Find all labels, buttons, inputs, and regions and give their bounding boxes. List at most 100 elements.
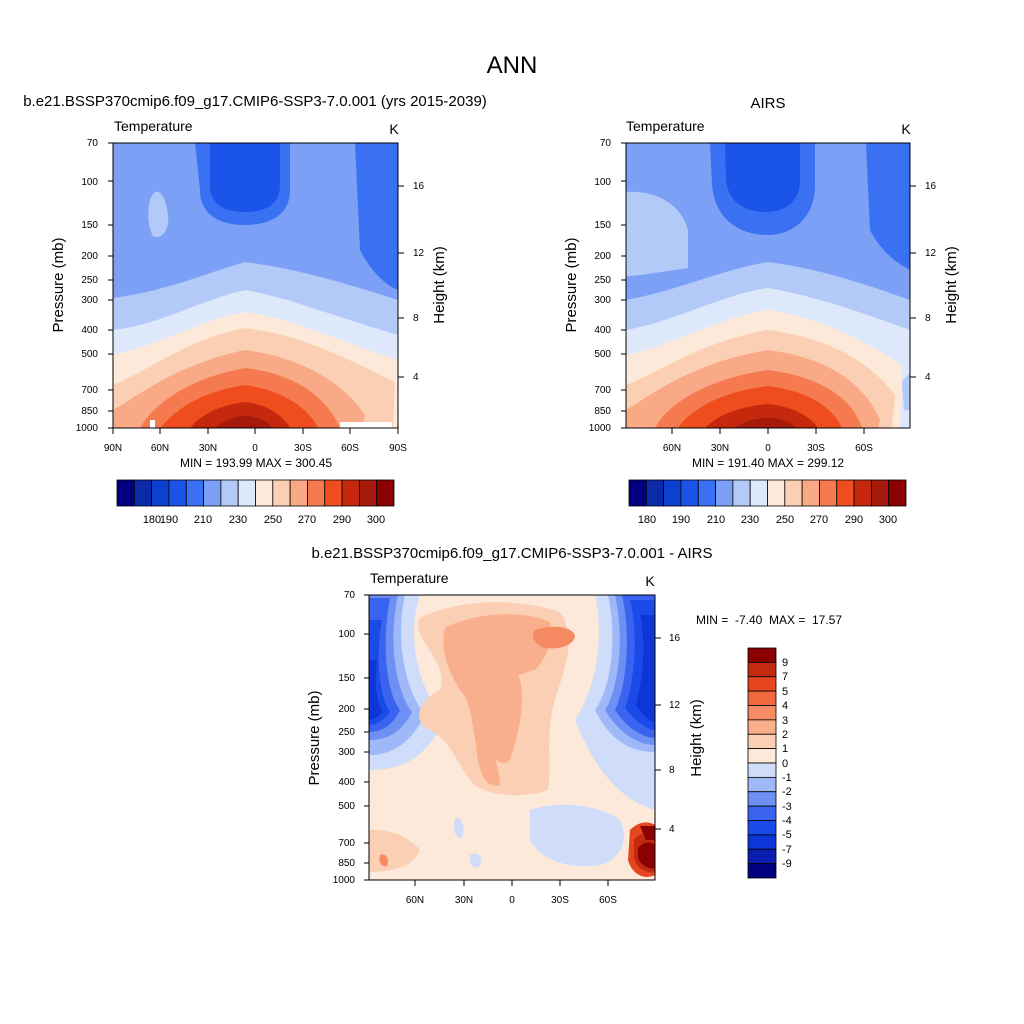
colorbar-tick-label: 180 (143, 514, 161, 526)
colorbar-tick-label: -5 (782, 829, 792, 841)
colorbar-swatch (358, 479, 378, 507)
y-axis-right-diff: 16 12 8 4 (669, 633, 681, 835)
x-tick-label: 0 (765, 443, 771, 454)
colorbar-swatch (747, 676, 777, 692)
y-tick-label: 500 (81, 349, 98, 360)
colorbar-swatch (220, 479, 239, 507)
colorbar-swatch (747, 690, 777, 706)
y-tick-label: 500 (594, 349, 611, 360)
colorbar-obs (628, 479, 907, 507)
x-tick-label: 30S (807, 443, 825, 454)
colorbar-tick-label: 300 (367, 514, 385, 526)
colorbar-swatch (747, 762, 777, 778)
x-tick-label: 60N (663, 443, 681, 454)
colorbar-swatch (680, 479, 699, 507)
y-tick-label: 300 (338, 747, 355, 758)
colorbar-tick-label: 250 (776, 514, 794, 526)
y-axis-left-diff: 70 100 150 200 250 300 400 500 700 850 1… (333, 590, 356, 886)
y-axis-right-title-diff: Height (km) (688, 699, 705, 777)
colorbar-swatch (819, 479, 838, 507)
colorbar-tick-label: 3 (782, 715, 788, 727)
y-right-tick-label: 12 (413, 248, 425, 259)
y-right-tick-label: 12 (925, 248, 937, 259)
y-tick-label: 850 (338, 858, 355, 869)
y-tick-label: 200 (594, 251, 611, 262)
panel-model-variable: Temperature (114, 118, 193, 134)
y-right-tick-label: 16 (925, 181, 937, 192)
x-tick-label: 30S (294, 443, 312, 454)
y-axis-left-obs: 70 100 150 200 250 300 400 500 700 850 1… (589, 138, 612, 434)
y-axis-right-obs: 16 12 8 4 (925, 181, 937, 383)
y-tick-label: 150 (81, 220, 98, 231)
x-tick-label: 0 (252, 443, 258, 454)
x-tick-label: 60S (341, 443, 359, 454)
colorbar-tick-label: 290 (333, 514, 351, 526)
colorbar-labels-model: 180 190 210 230 250 270 290 300 (143, 514, 385, 526)
colorbar-swatch (272, 479, 291, 507)
x-tick-label: 60N (151, 443, 169, 454)
colorbar-tick-label: -2 (782, 786, 792, 798)
y-tick-label: 250 (338, 727, 355, 738)
y-tick-label: 700 (594, 385, 611, 396)
colorbar-swatch (116, 479, 135, 507)
x-tick-label: 30N (711, 443, 729, 454)
colorbar-labels-diff: 9 7 5 4 3 2 1 0 -1 -2 -3 -4 -5 -7 -9 (782, 657, 792, 870)
colorbar-tick-label: 5 (782, 686, 788, 698)
colorbar-tick-label: 230 (229, 514, 247, 526)
y-axis-right-title-model: Height (km) (431, 246, 448, 324)
y-right-tick-label: 12 (669, 700, 681, 711)
colorbar-tick-label: 270 (298, 514, 316, 526)
y-right-tick-label: 16 (669, 633, 681, 644)
colorbar-swatch (747, 776, 777, 793)
contour-fill-diff (369, 595, 655, 880)
colorbar-swatch (747, 805, 777, 821)
panel-obs: AIRS Temperature K 70 100 150 200 2 (563, 95, 960, 526)
colorbar-swatch (747, 834, 777, 850)
y-tick-label: 250 (594, 275, 611, 286)
colorbar-tick-label: 210 (707, 514, 725, 526)
panel-model-title: b.e21.BSSP370cmip6.f09_g17.CMIP6-SSP3-7.… (23, 93, 487, 110)
colorbar-model (116, 479, 395, 507)
colorbar-diff (747, 647, 777, 879)
colorbar-tick-label: 9 (782, 657, 788, 669)
colorbar-swatch (133, 479, 153, 507)
y-tick-label: 300 (81, 295, 98, 306)
y-tick-label: 400 (594, 325, 611, 336)
y-tick-label: 70 (87, 138, 99, 149)
panel-model-units: K (389, 121, 399, 137)
colorbar-tick-label: 270 (810, 514, 828, 526)
colorbar-swatch (853, 479, 872, 507)
y-tick-label: 100 (338, 629, 355, 640)
colorbar-tick-label: -7 (782, 844, 792, 856)
x-axis-diff: 60N 30N 0 30S 60S (406, 895, 617, 906)
y-right-tick-label: 8 (413, 313, 419, 324)
y-tick-label: 500 (338, 801, 355, 812)
x-tick-label: 90S (389, 443, 407, 454)
colorbar-tick-label: -4 (782, 815, 792, 827)
contour-fill-obs (626, 143, 910, 428)
panel-diff-variable: Temperature (370, 570, 449, 586)
y-right-tick-label: 8 (925, 313, 931, 324)
panel-obs-title: AIRS (750, 95, 785, 112)
y-right-tick-label: 4 (413, 372, 419, 383)
colorbar-swatch (168, 479, 187, 507)
colorbar-tick-label: 2 (782, 729, 788, 741)
colorbar-swatch (732, 479, 751, 507)
x-tick-label: 30N (455, 895, 473, 906)
panel-diff-units: K (645, 573, 655, 589)
colorbar-swatch (801, 479, 820, 507)
x-tick-label: 90N (104, 443, 122, 454)
colorbar-swatch (784, 479, 803, 507)
y-tick-label: 70 (344, 590, 356, 601)
colorbar-tick-label: 190 (160, 514, 178, 526)
y-tick-label: 1000 (333, 875, 356, 886)
colorbar-swatch (185, 479, 204, 507)
colorbar-tick-label: 0 (782, 758, 788, 770)
panel-diff-title: b.e21.BSSP370cmip6.f09_g17.CMIP6-SSP3-7.… (311, 545, 712, 562)
y-tick-label: 700 (338, 838, 355, 849)
colorbar-tick-label: 300 (879, 514, 897, 526)
x-tick-label: 30N (199, 443, 217, 454)
y-tick-label: 250 (81, 275, 98, 286)
colorbar-swatch (747, 848, 777, 865)
y-tick-label: 400 (81, 325, 98, 336)
